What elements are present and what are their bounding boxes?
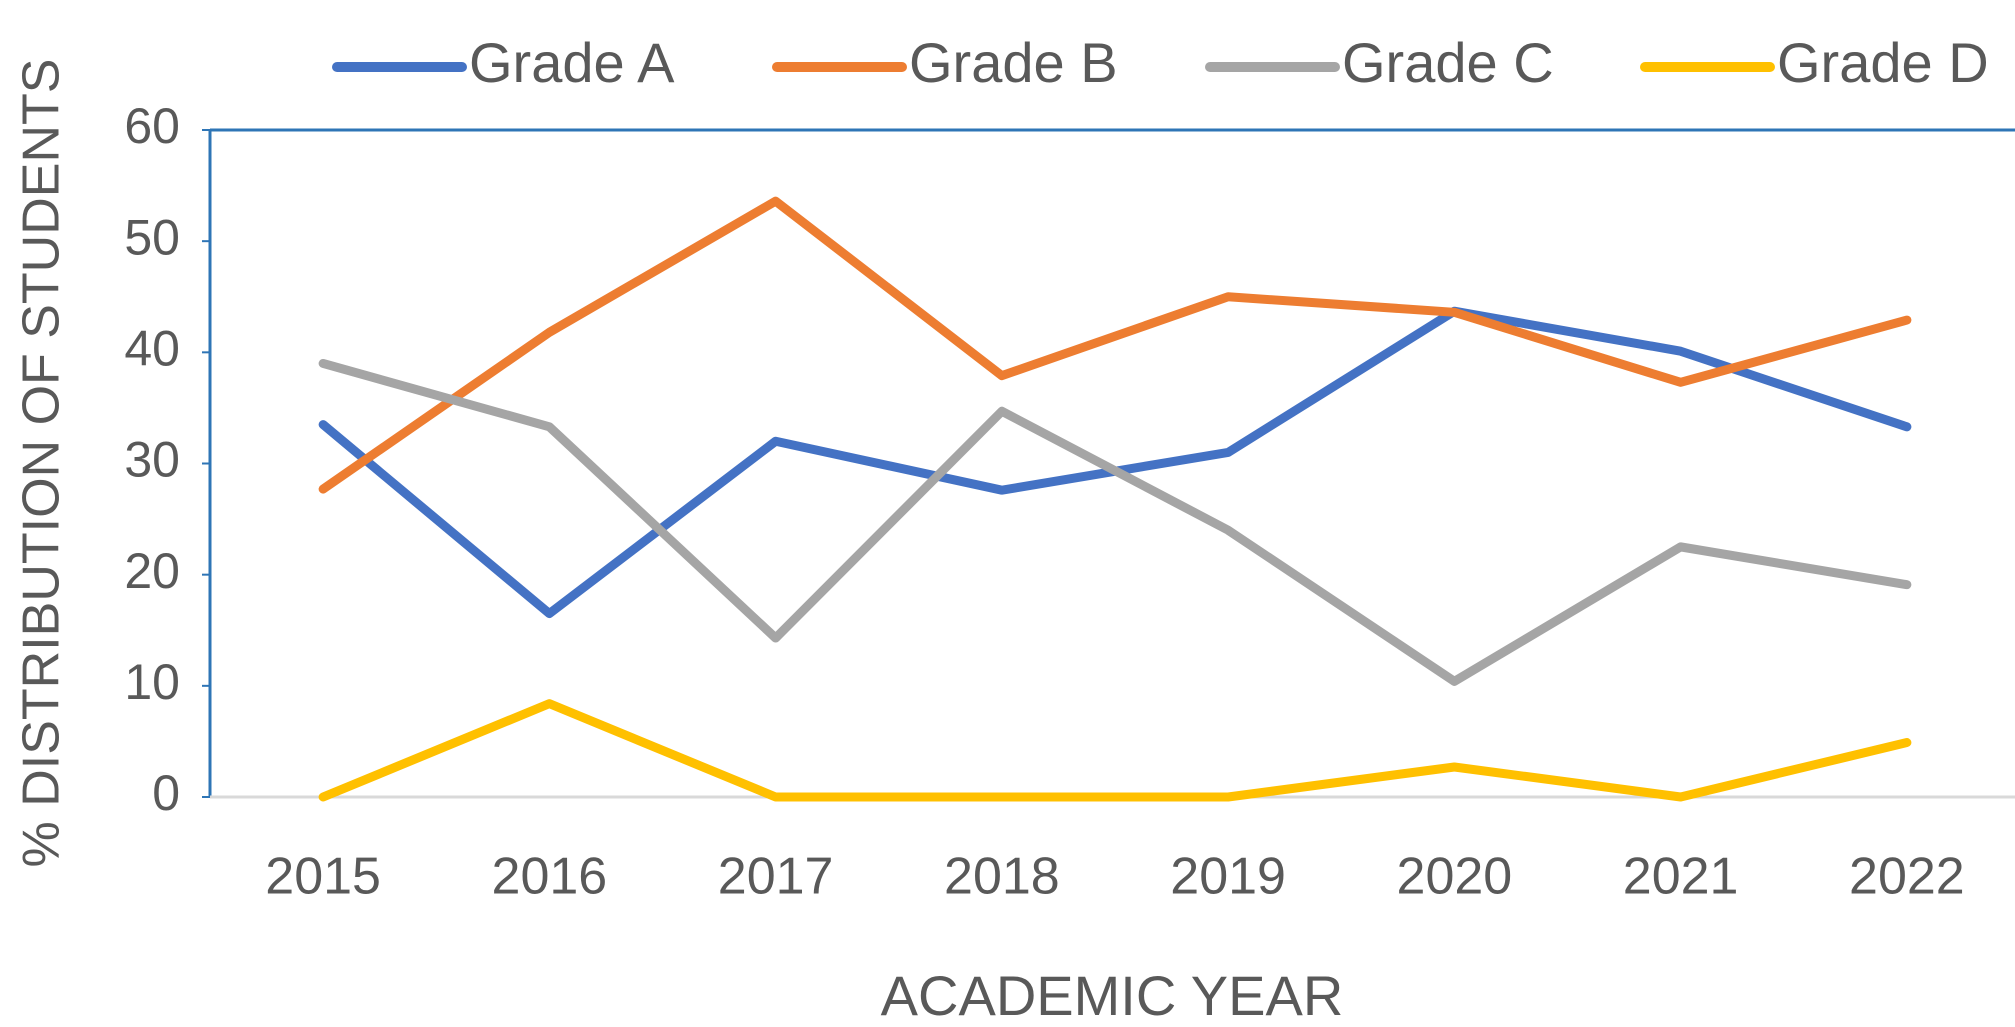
x-tick-label: 2019 [1170,848,1286,906]
x-tick-label: 2017 [718,848,834,906]
x-tick-label: 2022 [1849,848,1965,906]
series-line [318,358,1912,686]
series-line [318,699,1912,802]
y-tick-label: 40 [124,321,180,377]
x-tick-label: 2015 [265,848,381,906]
legend-label: Grade B [909,31,1118,94]
y-tick-label: 20 [124,543,180,599]
x-tick-label: 2016 [492,848,608,906]
y-tick-label: 0 [152,765,180,821]
x-axis-label: ACADEMIC YEAR [881,964,1344,1027]
y-tick-label: 60 [124,98,180,154]
y-tick-label: 30 [124,432,180,488]
y-axis-label: % DISTRIBUTION OF STUDENTS [13,59,71,868]
series-line [318,196,1912,494]
legend-label: Grade A [469,31,675,94]
legend-label: Grade C [1342,31,1554,94]
legend-label: Grade D [1777,31,1989,94]
x-tick-label: 2021 [1623,848,1739,906]
y-tick-label: 50 [124,209,180,265]
y-tick-label: 10 [124,654,180,710]
x-tick-label: 2020 [1397,848,1513,906]
series-line [318,306,1912,619]
x-tick-label: 2018 [944,848,1060,906]
